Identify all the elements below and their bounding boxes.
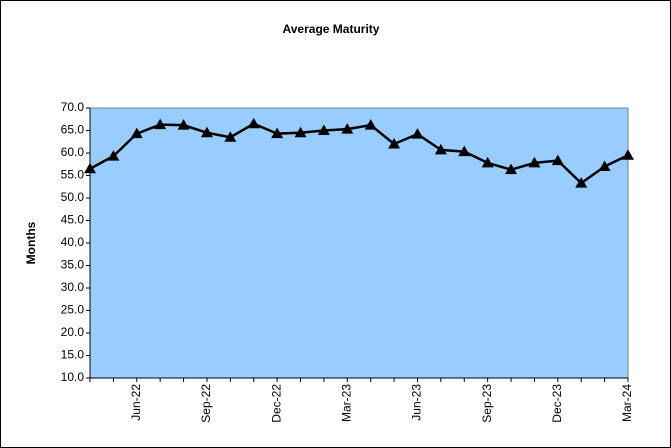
y-tick-label: 55.0: [61, 168, 85, 182]
data-point: [505, 163, 518, 175]
data-point: [294, 126, 307, 138]
y-tick-label: 65.0: [61, 123, 85, 137]
data-point: [598, 160, 611, 171]
series-line: [89, 122, 629, 185]
y-tick-label: 70.0: [61, 100, 85, 114]
y-tick-label: 35.0: [61, 258, 85, 272]
data-point: [551, 154, 564, 166]
data-point: [388, 138, 401, 149]
y-tick-label: 60.0: [61, 145, 85, 159]
y-tick-label: 10.0: [61, 370, 85, 384]
data-point: [224, 131, 237, 142]
y-tick-label: 50.0: [61, 190, 85, 204]
x-tick-label: Sep-22: [199, 384, 213, 423]
y-tick-label: 15.0: [61, 348, 85, 362]
y-tick-label: 40.0: [61, 235, 85, 249]
y-tick-label: 25.0: [61, 303, 85, 317]
x-tick-label: Mar-24: [620, 384, 634, 422]
data-point: [154, 118, 167, 130]
y-tick-label: 20.0: [61, 325, 85, 339]
data-point: [575, 177, 588, 188]
x-tick-label: Jun-23: [410, 384, 424, 421]
data-point: [200, 126, 213, 138]
data-point: [434, 143, 447, 155]
x-tick-label: Dec-23: [550, 384, 564, 423]
data-point: [107, 150, 120, 161]
data-point: [528, 156, 541, 168]
chart-title: Average Maturity: [283, 22, 380, 36]
data-point: [271, 127, 284, 139]
x-tick-label: Mar-23: [339, 384, 353, 422]
data-point: [177, 119, 190, 130]
x-tick-label: Jun-22: [129, 384, 143, 421]
data-point: [247, 117, 260, 129]
y-tick-label: 45.0: [61, 213, 85, 227]
y-axis-title: Months: [24, 221, 38, 264]
data-point: [458, 145, 471, 157]
data-point: [481, 156, 494, 168]
data-point: [622, 149, 634, 160]
data-point: [130, 127, 143, 139]
data-point: [84, 162, 96, 174]
plot-area: [89, 107, 629, 379]
data-point: [364, 119, 377, 130]
data-point: [411, 128, 424, 139]
data-point: [341, 123, 354, 134]
x-tick-label: Dec-22: [269, 384, 283, 423]
y-tick-label: 30.0: [61, 280, 85, 294]
x-tick-label: Sep-23: [480, 384, 494, 423]
data-point: [317, 124, 330, 135]
